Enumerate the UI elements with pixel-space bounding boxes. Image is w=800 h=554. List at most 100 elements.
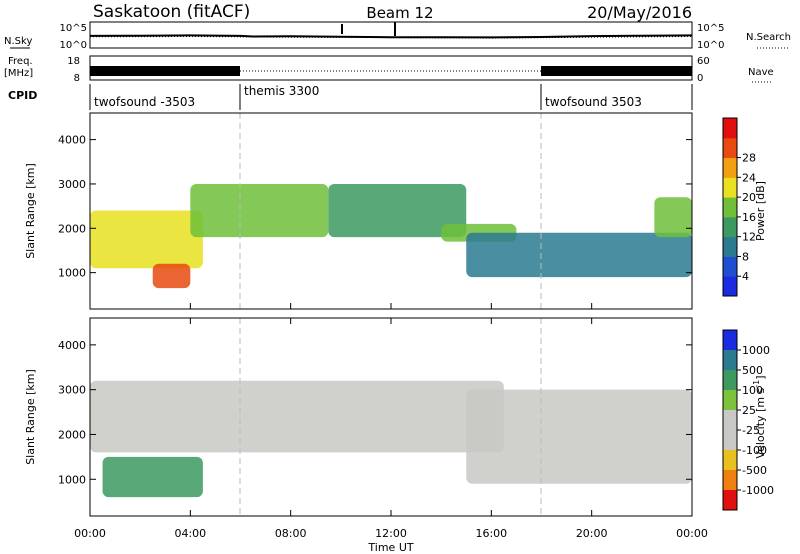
noise-tick-low: 10^0 bbox=[60, 40, 87, 51]
power-colorbar-cell-2 bbox=[723, 236, 737, 257]
power-ytick-label-2: 3000 bbox=[58, 178, 86, 191]
nsky-label: N.Sky bbox=[4, 36, 32, 47]
time-axis: 00:00 04:00 08:00 12:00 16:00 20:00 00:00 bbox=[74, 303, 708, 540]
cpid-segment-1: twofsound -3503 bbox=[94, 95, 195, 109]
power-colorbar-cell-1 bbox=[723, 256, 737, 277]
freq-tick-low: 8 bbox=[74, 73, 80, 84]
velocity-features bbox=[90, 380, 692, 498]
velocity-feature-1 bbox=[102, 456, 203, 498]
date-title: 20/May/2016 bbox=[587, 3, 692, 22]
velocity-colorbar-tick-label-3: 25 bbox=[742, 404, 756, 417]
velocity-colorbar-frame bbox=[722, 329, 738, 511]
nsky-series-line bbox=[89, 34, 693, 39]
freq-tick-high: 18 bbox=[67, 56, 80, 67]
velocity-ytick-label-3: 4000 bbox=[58, 339, 86, 352]
x-tick-label-5: 20:00 bbox=[576, 527, 608, 540]
velocity-colorbar-tick-label-4: -25 bbox=[742, 424, 760, 437]
beam-title: Beam 12 bbox=[366, 4, 433, 22]
nsearch-label: N.Search bbox=[746, 32, 791, 43]
x-tick-label-0: 00:00 bbox=[74, 527, 106, 540]
velocity-colorbar-tick-label-7: -1000 bbox=[742, 484, 774, 497]
velocity-colorbar-cell-5 bbox=[723, 430, 737, 451]
station-title: Saskatoon (fitACF) bbox=[93, 2, 250, 22]
velocity-colorbar-cell-0 bbox=[723, 330, 737, 351]
power-colorbar-tick-label-2: 12 bbox=[742, 231, 756, 244]
x-tick-label-3: 12:00 bbox=[375, 527, 407, 540]
velocity-colorbar-cell-6 bbox=[723, 450, 737, 471]
power-features bbox=[90, 183, 692, 289]
power-ytick-label-1: 2000 bbox=[58, 222, 86, 235]
power-colorbar-tick-label-0: 4 bbox=[742, 270, 749, 283]
power-colorbar-tick-label-4: 20 bbox=[742, 191, 756, 204]
power-ylabel: Slant Range [km] bbox=[24, 163, 37, 259]
velocity-colorbar-cell-4 bbox=[723, 410, 737, 431]
velocity-colorbar: 1000 500 100 25 -25 -100 -500 -1000 bbox=[722, 329, 774, 511]
power-colorbar-cell-3 bbox=[723, 216, 737, 238]
velocity-colorbar-cell-3 bbox=[723, 390, 737, 411]
velocity-colorbar-cell-1 bbox=[723, 350, 737, 371]
velocity-colorbar-tick-label-2: 100 bbox=[742, 384, 763, 397]
x-tick-label-6: 00:00 bbox=[676, 527, 708, 540]
noise-tick-high-right: 10^5 bbox=[697, 23, 724, 34]
power-colorbar-cell-6 bbox=[723, 157, 737, 178]
velocity-colorbar-tick-label-6: -500 bbox=[742, 464, 767, 477]
power-colorbar-tick-label-3: 16 bbox=[742, 211, 756, 224]
velocity-ytick-label-0: 1000 bbox=[58, 473, 86, 486]
noise-tick-low-right: 10^0 bbox=[697, 40, 724, 51]
x-tick-label-2: 08:00 bbox=[275, 527, 307, 540]
cpid-segment-3: twofsound 3503 bbox=[545, 95, 642, 109]
velocity-colorbar-tick-label-0: 1000 bbox=[742, 344, 770, 357]
freq-label: Freq. bbox=[8, 56, 33, 67]
velocity-colorbar-tick-label-1: 500 bbox=[742, 364, 763, 377]
power-feature-3 bbox=[328, 183, 467, 238]
power-colorbar-tick-label-1: 8 bbox=[742, 250, 749, 263]
power-colorbar-label: Power [dB] bbox=[754, 181, 767, 241]
cpid-panel: CPID twofsound -3503 themis 3300 twofsou… bbox=[8, 84, 693, 110]
power-colorbar-cell-0 bbox=[723, 276, 737, 297]
power-ytick-label-0: 1000 bbox=[58, 267, 86, 280]
x-tick-label-1: 04:00 bbox=[174, 527, 206, 540]
cpid-label: CPID bbox=[8, 89, 37, 102]
velocity-colorbar-cell-7 bbox=[723, 470, 737, 491]
x-axis-label: Time UT bbox=[367, 541, 413, 554]
cpid-segment-2: themis 3300 bbox=[244, 84, 319, 98]
power-colorbar-tick-label-6: 28 bbox=[742, 152, 756, 165]
power-panel: Slant Range [km] 1000 2000 3000 4000 4 8 12 16… bbox=[24, 112, 767, 310]
freq-block-segment-2 bbox=[541, 66, 692, 76]
freq-block-segment-1 bbox=[90, 66, 240, 76]
power-colorbar-cell-5 bbox=[723, 177, 737, 198]
power-colorbar-cell-7 bbox=[723, 137, 737, 159]
noise-tick-high: 10^5 bbox=[60, 23, 87, 34]
power-feature-0 bbox=[90, 210, 203, 269]
velocity-feature-0 bbox=[90, 380, 504, 453]
power-feature-2 bbox=[190, 183, 329, 238]
velocity-feature-2 bbox=[466, 389, 692, 484]
power-colorbar: 4 8 12 16 20 24 28 bbox=[722, 117, 756, 297]
power-yticks: 1000 2000 3000 4000 bbox=[58, 134, 692, 280]
velocity-yticks: 1000 2000 3000 4000 bbox=[58, 339, 692, 486]
velocity-colorbar-cell-8 bbox=[723, 490, 737, 511]
power-feature-6 bbox=[654, 197, 692, 238]
nsearch-series-line bbox=[89, 35, 693, 39]
velocity-colorbar-tick-label-5: -100 bbox=[742, 444, 767, 457]
freq-nave-panel: Freq. [MHz] 18 8 60 0 Nave bbox=[4, 55, 774, 84]
velocity-panel: Slant Range [km] 1000 2000 3000 4000 1000 50… bbox=[24, 317, 774, 517]
power-colorbar-cell-8 bbox=[723, 118, 737, 139]
nave-tick-high: 60 bbox=[697, 56, 710, 67]
power-colorbar-cell-4 bbox=[723, 197, 737, 218]
velocity-colorbar-label: Velocity [m s-1] bbox=[752, 375, 767, 458]
nave-label: Nave bbox=[748, 67, 774, 78]
freq-unit: [MHz] bbox=[4, 68, 33, 79]
x-tick-label-4: 16:00 bbox=[475, 527, 507, 540]
power-colorbar-tick-label-5: 24 bbox=[742, 171, 756, 184]
power-feature-5 bbox=[466, 232, 692, 278]
velocity-ytick-label-2: 3000 bbox=[58, 384, 86, 397]
noise-panel: N.Sky 10^5 10^0 10^5 10^0 N.Search bbox=[4, 21, 791, 51]
velocity-colorbar-cell-2 bbox=[723, 370, 737, 391]
velocity-ytick-label-1: 2000 bbox=[58, 428, 86, 441]
power-feature-1 bbox=[152, 263, 191, 289]
power-ytick-label-3: 4000 bbox=[58, 134, 86, 147]
power-colorbar-frame bbox=[722, 117, 738, 297]
velocity-ylabel: Slant Range [km] bbox=[24, 369, 37, 465]
